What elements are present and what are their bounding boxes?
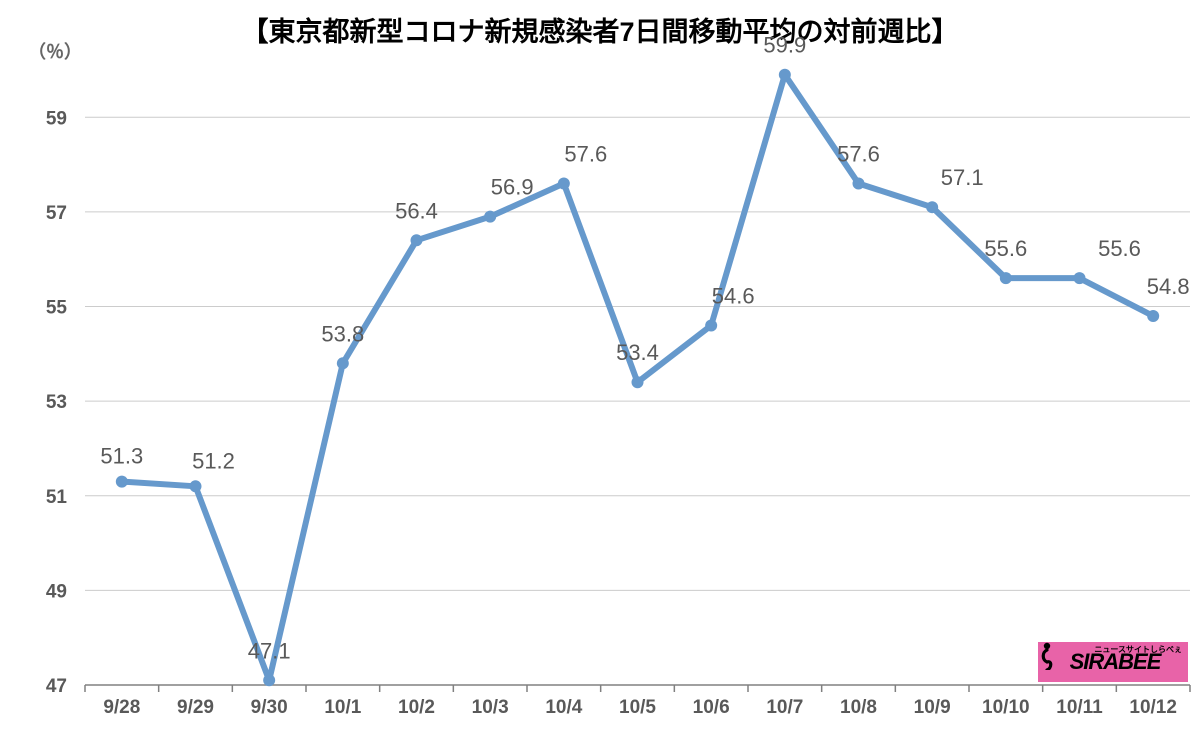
data-label: 57.6 [837,142,880,167]
x-tick-label: 10/9 [914,697,951,718]
y-tick-label: 55 [46,298,68,319]
x-tick-label: 10/8 [840,697,877,718]
data-marker [1000,272,1012,284]
logo-subtext: ニュースサイトしらべぇ [1094,644,1182,655]
data-marker [411,234,423,246]
x-tick-label: 10/4 [545,697,582,718]
data-label: 53.8 [321,321,364,346]
data-marker [779,69,791,81]
data-label: 55.6 [1098,236,1141,261]
data-marker [263,674,275,686]
x-tick-label: 10/5 [619,697,656,718]
y-tick-label: 59 [46,108,67,129]
x-tick-label: 9/29 [177,697,214,718]
y-tick-label: 49 [46,581,67,602]
data-marker [558,178,570,190]
data-marker [1074,272,1086,284]
data-label: 57.1 [941,165,984,190]
data-label: 56.9 [491,175,534,200]
data-marker [705,319,717,331]
x-tick-label: 10/1 [324,697,361,718]
y-tick-label: 53 [46,392,67,413]
data-label: 57.6 [564,142,607,167]
y-tick-label: 57 [46,203,67,224]
data-label: 54.6 [712,283,755,308]
x-tick-label: 10/10 [982,697,1030,718]
data-label: 59.9 [763,33,806,58]
x-tick-label: 10/7 [766,697,803,718]
x-tick-label: 10/12 [1129,697,1177,718]
y-tick-label: 51 [46,487,68,508]
data-marker [926,201,938,213]
sirabee-logo: ニュースサイトしらべぇ SIRABEE [1038,642,1188,682]
data-marker [116,476,128,488]
data-marker [853,178,865,190]
data-marker [484,211,496,223]
x-tick-label: 9/30 [251,697,288,718]
x-tick-label: 9/28 [103,697,140,718]
data-label: 56.4 [395,198,438,223]
data-label: 53.4 [616,340,659,365]
data-marker [337,357,349,369]
x-tick-label: 10/2 [398,697,435,718]
data-marker [1147,310,1159,322]
data-marker [190,480,202,492]
data-label: 55.6 [984,236,1027,261]
data-label: 47.1 [248,638,291,663]
line-chart: 47 49 51 53 55 57 59 9/28 9/29 9/30 10/1 10/2 10/3 10… [0,0,1200,735]
data-label: 51.3 [100,444,143,469]
x-tick-label: 10/11 [1056,697,1103,718]
data-label: 51.2 [192,448,235,473]
x-tick-label: 10/3 [472,697,509,718]
data-marker [632,376,644,388]
y-tick-label: 47 [46,676,67,697]
data-label: 54.8 [1147,274,1190,299]
x-tick-label: 10/6 [693,697,730,718]
